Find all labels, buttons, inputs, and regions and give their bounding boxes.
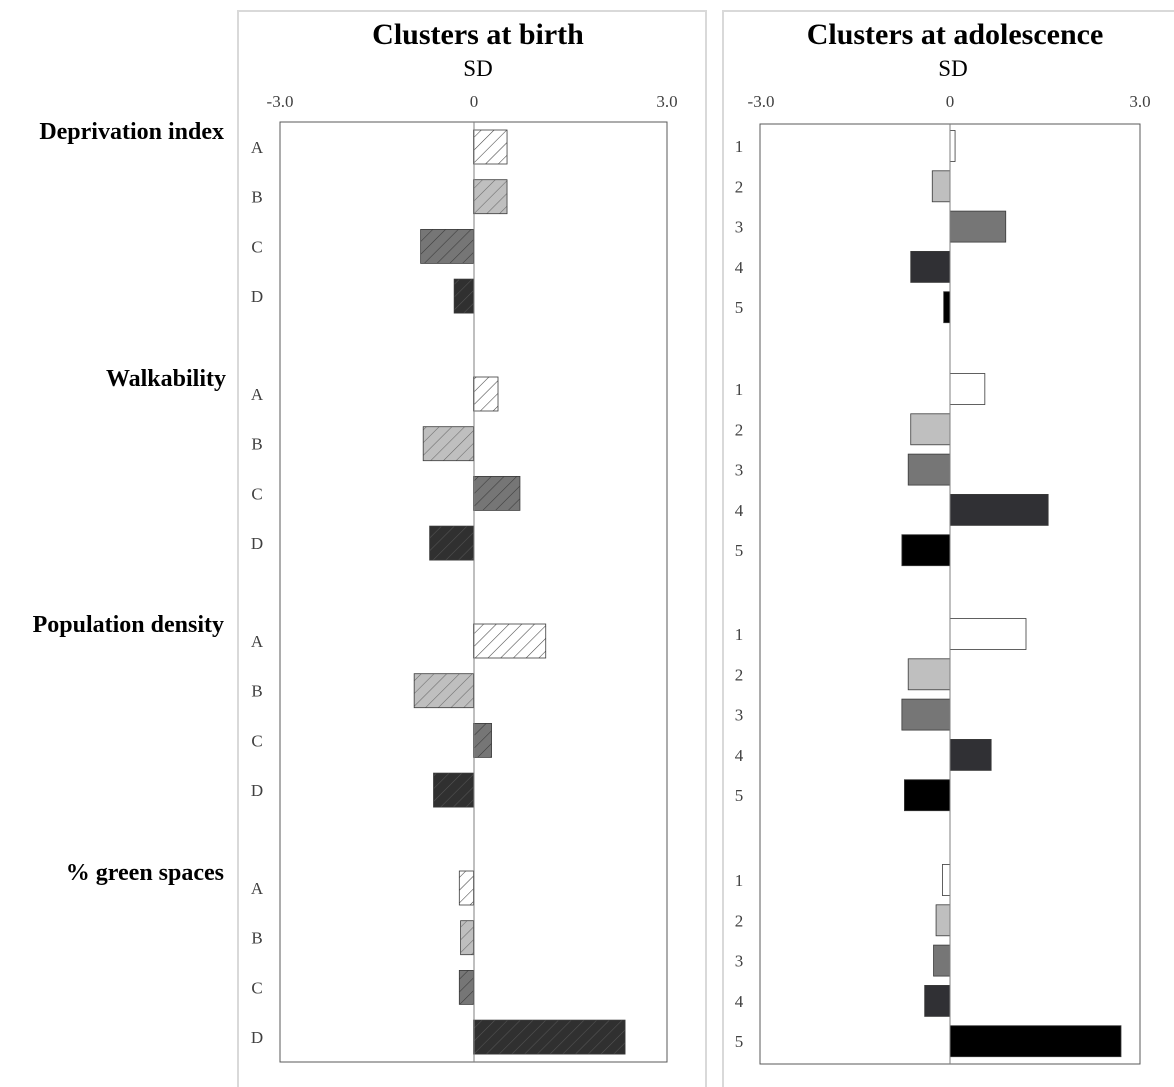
bar-1-1-2	[907, 453, 951, 486]
bar-0-1-0	[473, 376, 499, 412]
bars-birth: A B C D A B C D A B C D A B C D	[251, 129, 626, 1055]
category-label: A	[251, 632, 264, 651]
tick-label-adolescence-max: 3.0	[1129, 92, 1150, 111]
category-label: C	[251, 237, 262, 256]
category-label: 3	[735, 461, 744, 480]
bar-0-3-0	[458, 870, 474, 906]
bar-0-3-3	[473, 1019, 626, 1055]
bar-1-3-2	[933, 944, 951, 977]
category-label: 4	[735, 501, 744, 520]
bar-0-3-2	[458, 970, 474, 1005]
category-label: B	[251, 929, 262, 948]
bar-1-0-1	[931, 170, 951, 203]
bar-0-0-3	[453, 278, 474, 314]
chart-title-birth: Clusters at birth	[372, 18, 584, 51]
category-label: C	[251, 731, 262, 750]
category-label: 4	[735, 258, 744, 277]
category-label: 2	[735, 911, 744, 930]
category-label: C	[251, 978, 262, 997]
variable-label-walkability: Walkability	[106, 366, 226, 392]
bar-0-0-1	[473, 179, 508, 215]
bar-1-2-2	[901, 698, 951, 731]
tick-label-birth-max: 3.0	[656, 92, 677, 111]
category-label: B	[251, 435, 262, 454]
category-label: 3	[735, 952, 744, 971]
bar-1-0-0	[949, 130, 956, 162]
tick-label-birth-min: -3.0	[267, 92, 294, 111]
bar-1-2-4	[904, 779, 951, 812]
category-label: 4	[735, 992, 744, 1011]
category-label: 2	[735, 177, 744, 196]
panel-frame-birth	[237, 10, 707, 1087]
category-label: D	[251, 534, 263, 553]
category-label: D	[251, 781, 263, 800]
tick-label-adolescence-min: -3.0	[748, 92, 775, 111]
bar-1-1-0	[949, 373, 986, 405]
category-label: 5	[735, 786, 744, 805]
axis-label-sd-adolescence: SD	[938, 56, 967, 81]
bar-1-2-3	[949, 739, 992, 771]
bar-0-2-0	[473, 623, 547, 659]
bar-1-3-1	[935, 904, 951, 937]
category-label: 3	[735, 218, 744, 237]
category-label: A	[251, 385, 264, 404]
bar-0-1-1	[422, 426, 474, 462]
panel-frame-adolescence	[722, 10, 1174, 1087]
category-label: 2	[735, 420, 744, 439]
category-label: 3	[735, 706, 744, 725]
bar-1-3-3	[924, 985, 951, 1017]
category-label: B	[251, 188, 262, 207]
variable-label-population-density: Population density	[33, 612, 224, 638]
bar-1-0-4	[943, 291, 951, 324]
category-label: 1	[735, 625, 744, 644]
chart-title-adolescence: Clusters at adolescence	[807, 18, 1104, 51]
bar-0-0-0	[473, 129, 508, 165]
category-label: B	[251, 682, 262, 701]
tick-label-adolescence-zero: 0	[946, 92, 955, 111]
bar-1-2-0	[949, 618, 1027, 650]
category-label: 1	[735, 380, 744, 399]
category-label: 5	[735, 298, 744, 317]
bar-1-3-4	[949, 1025, 1122, 1058]
bar-0-3-1	[460, 920, 474, 956]
bar-0-2-3	[433, 772, 474, 808]
bar-1-2-1	[907, 658, 951, 691]
bar-0-2-2	[473, 723, 492, 758]
bar-0-0-2	[420, 228, 474, 264]
axis-label-sd-birth: SD	[463, 56, 492, 81]
category-label: C	[251, 484, 262, 503]
category-label: A	[251, 138, 264, 157]
variable-label-green-spaces: % green spaces	[66, 860, 224, 886]
category-label: 1	[735, 871, 744, 890]
category-label: A	[251, 879, 264, 898]
category-label: 5	[735, 1032, 744, 1051]
bar-0-1-3	[429, 525, 474, 561]
category-label: 2	[735, 665, 744, 684]
category-label: 4	[735, 746, 744, 765]
bar-1-3-0	[942, 864, 951, 896]
category-label: D	[251, 287, 263, 306]
variable-label-deprivation-index: Deprivation index	[39, 119, 224, 145]
bar-1-1-3	[949, 493, 1049, 526]
bar-0-1-2	[473, 475, 521, 511]
category-label: 5	[735, 541, 744, 560]
bar-1-1-1	[910, 413, 951, 446]
bar-1-0-3	[910, 250, 951, 283]
bar-1-0-2	[949, 210, 1007, 243]
category-label: D	[251, 1028, 263, 1047]
bar-0-2-1	[413, 673, 474, 709]
category-label: 1	[735, 137, 744, 156]
bar-1-1-4	[901, 534, 951, 567]
tick-label-birth-zero: 0	[470, 92, 479, 111]
